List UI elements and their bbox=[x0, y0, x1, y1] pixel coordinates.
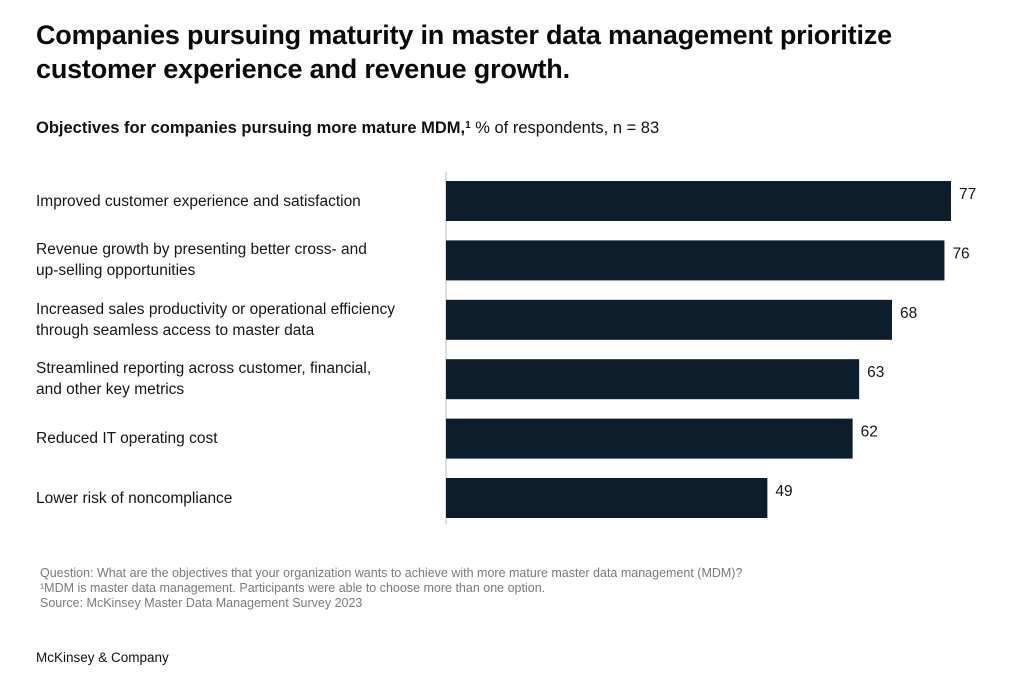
footnotes: Question: What are the objectives that y… bbox=[40, 566, 742, 611]
bar-value-label: 63 bbox=[867, 364, 884, 381]
category-label-line: Lower risk of noncompliance bbox=[36, 489, 233, 507]
category-label-line: Reduced IT operating cost bbox=[36, 430, 218, 448]
bar bbox=[446, 478, 768, 518]
bar bbox=[446, 418, 853, 459]
subtitle-unit-text: % of respondents, n = 83 bbox=[470, 119, 660, 137]
category-label-line: up-selling opportunities bbox=[36, 262, 196, 280]
bar bbox=[446, 359, 860, 400]
footnote-question: Question: What are the objectives that y… bbox=[40, 566, 743, 580]
category-label: Increased sales productivity or operatio… bbox=[36, 299, 436, 341]
bar-value-label: 62 bbox=[861, 424, 878, 441]
bar-value-label: 76 bbox=[952, 245, 969, 262]
category-label: Lower risk of noncompliance bbox=[36, 488, 436, 509]
chart-title: Companies pursuing maturity in master da… bbox=[36, 20, 892, 84]
bar-value-label: 49 bbox=[775, 483, 792, 500]
category-label: Reduced IT operating cost bbox=[36, 428, 436, 449]
category-label-line: and other key metrics bbox=[36, 381, 185, 399]
bar bbox=[446, 299, 892, 340]
category-label: Revenue growth by presenting better cros… bbox=[36, 239, 436, 281]
category-label: Streamlined reporting across customer, f… bbox=[36, 358, 436, 400]
footnote-source: Source: McKinsey Master Data Management … bbox=[40, 596, 363, 610]
brand-name: McKinsey & Company bbox=[36, 650, 169, 665]
bar bbox=[446, 181, 951, 221]
category-label-line: Revenue growth by presenting better cros… bbox=[36, 241, 367, 259]
category-label-line: Improved customer experience and satisfa… bbox=[36, 192, 361, 210]
category-label-line: through seamless access to master data bbox=[36, 321, 315, 339]
chart-subtitle: Objectives for companies pursuing more m… bbox=[36, 117, 659, 139]
subtitle-footnote-mark: 1 bbox=[465, 120, 471, 131]
bar bbox=[446, 240, 945, 281]
subtitle-bold-text: Objectives for companies pursuing more m… bbox=[36, 119, 466, 137]
bar-value-label: 68 bbox=[900, 305, 917, 322]
category-label-line: Streamlined reporting across customer, f… bbox=[36, 360, 372, 378]
category-label: Improved customer experience and satisfa… bbox=[36, 191, 436, 212]
footnote-mdm-definition: ¹MDM is master data management. Particip… bbox=[40, 581, 546, 595]
bar-value-label: 77 bbox=[959, 186, 976, 203]
category-label-line: Increased sales productivity or operatio… bbox=[36, 300, 395, 318]
